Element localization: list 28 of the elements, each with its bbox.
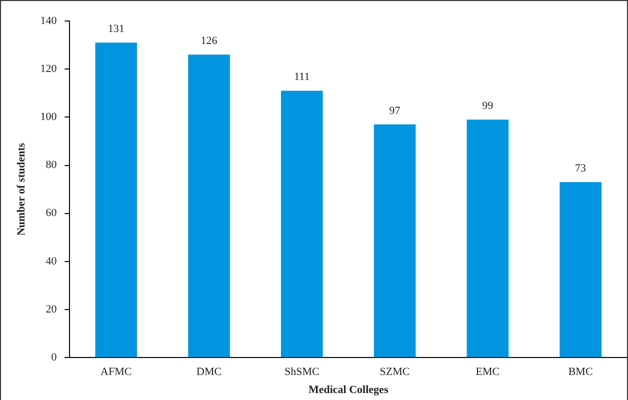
data-label: 97 [389,104,401,117]
bar [374,124,416,358]
bar [95,42,138,358]
x-tick-label: AFMC [100,366,132,378]
x-tick-label: BMC [568,366,593,378]
data-label: 111 [294,71,310,84]
y-tick-label: 0 [51,351,58,364]
bar [466,120,509,358]
bar [188,54,230,358]
bar [281,90,323,358]
y-tick-label: 20 [46,303,58,316]
y-tick-label: 100 [40,111,58,124]
x-tick-label: SZMC [380,366,410,378]
data-label: 99 [482,100,494,112]
y-tick-label: 140 [40,14,58,27]
data-label: 73 [575,162,587,174]
y-tick-label: 80 [46,159,58,172]
x-axis-title: Medical Colleges [308,384,389,396]
x-tick-label: EMC [476,366,500,378]
y-tick-label: 40 [46,255,58,268]
bar [560,182,602,358]
x-tick-label: ShSMC [284,366,320,378]
y-tick-label: 60 [46,207,58,220]
data-label: 126 [200,35,218,48]
y-tick-label: 120 [40,62,58,75]
y-axis-title: Number of students [15,142,28,236]
x-tick-label: DMC [196,366,222,378]
data-label: 131 [108,23,124,36]
